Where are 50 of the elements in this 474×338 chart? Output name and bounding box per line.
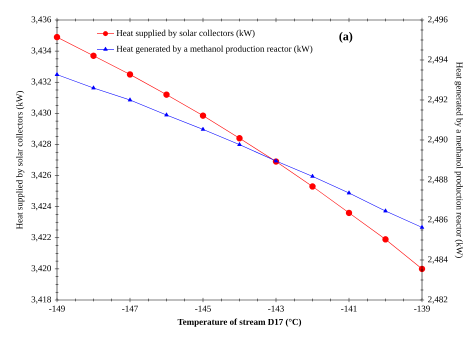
y2-tick-label: 2,494	[428, 56, 448, 64]
point	[91, 86, 96, 90]
y-tick-label: 3,430	[32, 110, 52, 117]
point	[237, 142, 242, 146]
y2-tick-label: 2,490	[428, 136, 448, 144]
point	[54, 34, 60, 40]
y2-tick-label: 2,496	[428, 16, 448, 24]
x-tick-label: -139	[414, 306, 430, 312]
point	[164, 112, 169, 116]
legend-label: Heat supplied by solar collectors (kW)	[116, 30, 255, 38]
annotation: (a)	[339, 32, 352, 43]
point	[200, 126, 206, 131]
y-tick-label: 3,422	[32, 234, 51, 242]
point	[346, 210, 352, 216]
x-axis-title: Temperature of stream D17 (°C)	[178, 318, 302, 327]
point	[128, 98, 132, 102]
y-tick-label: 3,424	[32, 203, 52, 210]
y2-tick-label: 2,488	[428, 176, 448, 184]
point	[382, 236, 389, 243]
point	[309, 183, 316, 190]
point	[346, 190, 352, 194]
x-tick-label: -143	[268, 306, 284, 312]
y-tick-label: 3,420	[32, 265, 52, 273]
point	[54, 72, 60, 76]
y-tick-label: 3,436	[32, 16, 52, 24]
y2-axis-title: Heat generated by a methanol production reactor (kW)	[454, 62, 463, 258]
y-tick-label: 3,432	[32, 78, 51, 86]
point	[236, 135, 243, 142]
y-axis-title: Heat supplied by solar collectors (kW)	[16, 91, 24, 230]
point	[383, 208, 388, 212]
point	[274, 158, 278, 162]
x-tick-label: -141	[341, 306, 357, 312]
point	[126, 71, 134, 78]
y2-tick-label: 2,484	[428, 256, 448, 264]
y2-tick-label: 2,486	[428, 216, 448, 224]
x-tick-label: -147	[122, 306, 138, 312]
point	[163, 91, 170, 98]
y-tick-label: 3,428	[32, 140, 52, 148]
point	[90, 52, 97, 59]
point	[420, 224, 424, 229]
y-tick-label: 3,426	[32, 172, 52, 180]
point	[310, 174, 315, 178]
y-tick-label: 3,418	[32, 296, 52, 304]
x-tick-label: -149	[49, 306, 65, 312]
y2-tick-label: 2,492	[428, 96, 448, 104]
legend-label: Heat generated by a methanol production reactor (kW)	[116, 45, 312, 54]
x-tick-label: -145	[195, 306, 211, 312]
y2-tick-label: 2,482	[428, 296, 448, 304]
point	[200, 112, 206, 119]
y-tick-label: 3,434	[32, 47, 52, 55]
